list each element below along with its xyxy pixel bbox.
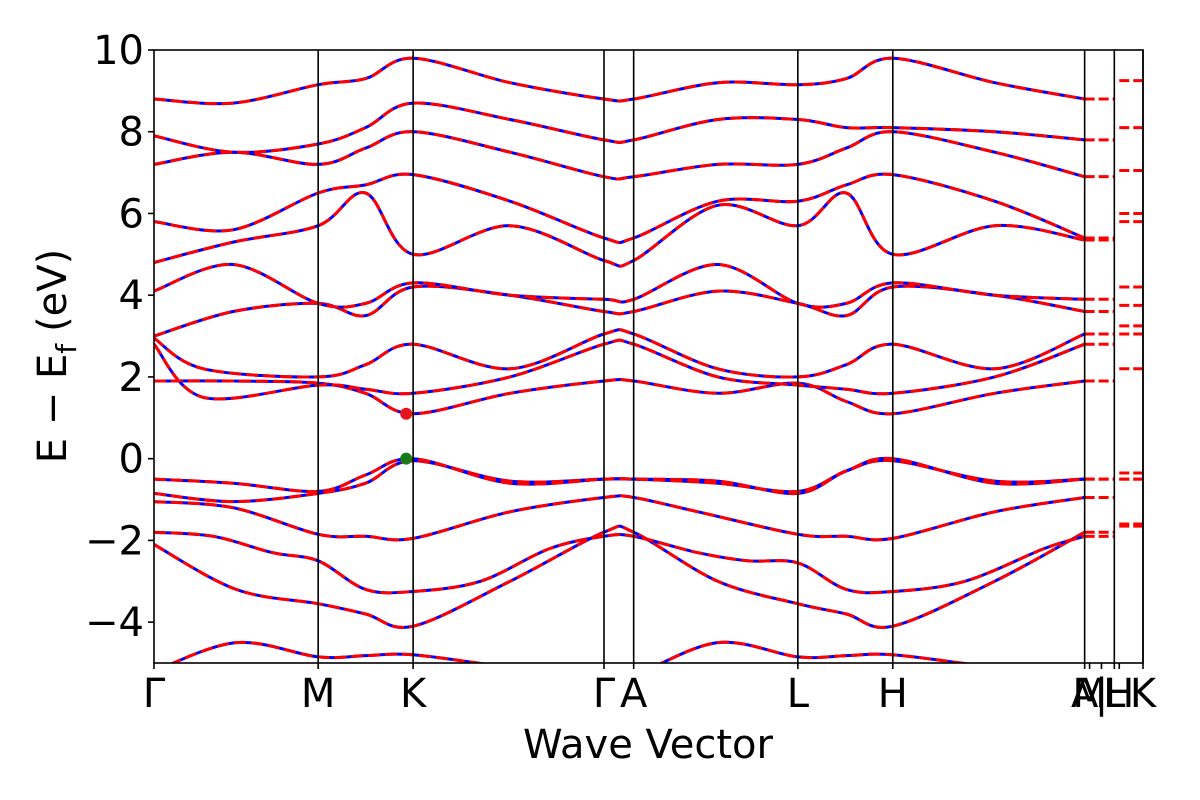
xtick-label-12: K — [1130, 671, 1158, 717]
cbm-marker — [400, 407, 413, 420]
plot-frame — [153, 49, 1144, 664]
ytick-label-5: 6 — [119, 191, 144, 237]
xtick-label-6: H — [878, 671, 908, 717]
y-axis-title: E − Ef (eV) — [30, 249, 83, 464]
xtick-label-2: K — [400, 671, 428, 717]
ytick-label-3: 2 — [119, 355, 144, 401]
ytick-label-7: 10 — [93, 28, 144, 74]
xtick-label-3: Γ — [593, 671, 616, 717]
xtick-label-1: M — [301, 671, 336, 717]
x-axis-ticks: Γ M K Γ A L H AM|LHK — [143, 663, 1158, 717]
xtick-label-9: | — [1095, 671, 1108, 717]
band-edge-markers — [400, 407, 413, 465]
y-axis-title-main: E − E — [30, 354, 76, 464]
band-13-spin-down — [154, 130, 1085, 181]
ytick-label-1: −2 — [85, 518, 144, 564]
xtick-label-0: Γ — [143, 671, 166, 717]
xtick-label-8: M — [1072, 671, 1107, 717]
xtick-label-5: L — [787, 671, 810, 717]
y-axis-ticks: −4 −2 0 2 4 6 8 10 — [85, 28, 154, 646]
y-axis-title-unit: (eV) — [30, 249, 76, 332]
ytick-label-6: 8 — [119, 110, 144, 156]
xtick-label-4: A — [620, 671, 648, 717]
x-axis-title: Wave Vector — [523, 722, 774, 768]
ytick-label-2: 0 — [119, 437, 144, 483]
y-axis-title-subscript: f — [50, 343, 83, 354]
ytick-label-4: 4 — [119, 273, 144, 319]
xtick-label-7: A — [1071, 671, 1099, 717]
xtick-label-10: L — [1103, 671, 1126, 717]
vbm-marker — [400, 452, 413, 465]
band-2-spin-down — [154, 530, 1086, 595]
ytick-label-0: −4 — [85, 600, 144, 646]
xtick-label-11: H — [1104, 671, 1134, 717]
